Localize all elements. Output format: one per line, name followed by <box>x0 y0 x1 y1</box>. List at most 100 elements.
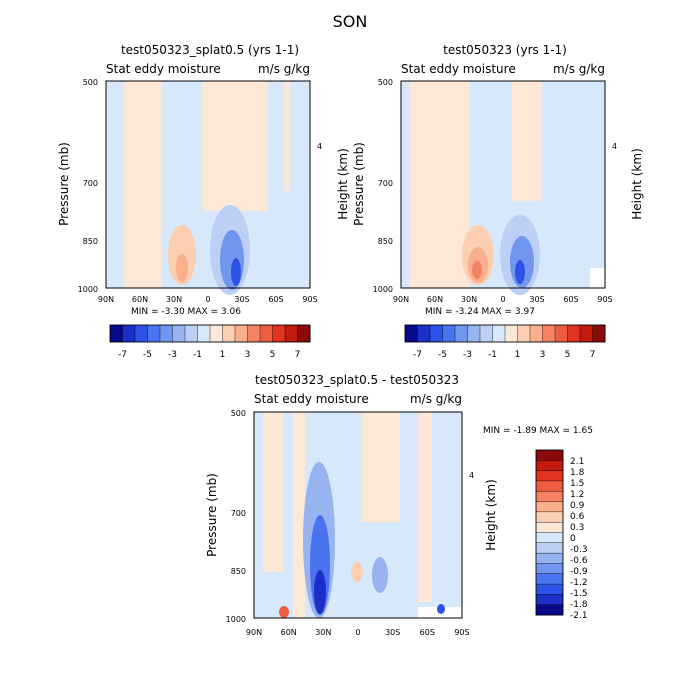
x-tick-label: 60S <box>268 295 283 304</box>
x-tick-label: 90N <box>393 295 409 304</box>
panel-1: test050323_splat0.5 (yrs 1-1) Stat eddy … <box>57 43 350 360</box>
colorbar-label: 7 <box>590 350 596 360</box>
colorbar-swatch <box>109 324 124 343</box>
panel-3-neg-lobe-small <box>372 557 388 593</box>
x-tick-label: 0 <box>205 295 210 304</box>
panel-1-colorbar: -7 -5 -3 -1 1 3 5 7 <box>109 324 311 360</box>
panel-1-frame <box>105 80 311 289</box>
panel-2-subtitle-left: Stat eddy moisture <box>401 62 516 76</box>
panel-1-ylabel-right: Height (km) <box>336 148 350 219</box>
colorbar-swatch <box>535 542 564 554</box>
colorbar-swatch <box>429 324 444 343</box>
colorbar-label: -1.5 <box>570 589 588 599</box>
panel-1-pos-lobe-core <box>176 254 188 282</box>
colorbar-swatch <box>504 324 519 343</box>
x-tick-label: 0 <box>355 628 360 637</box>
panel-1-title: test050323_splat0.5 (yrs 1-1) <box>121 43 299 57</box>
colorbar-label: 5 <box>565 350 571 360</box>
y-tick-label-right: 4 <box>612 142 617 151</box>
colorbar-swatch <box>297 324 311 343</box>
x-tick-label: 60N <box>427 295 443 304</box>
colorbar-label: 3 <box>540 350 546 360</box>
colorbar-swatch <box>535 511 564 523</box>
panel-2-ylabel-right: Height (km) <box>630 148 644 219</box>
panel-1-neg-lobe-core <box>231 258 241 286</box>
panel-3-neg-lobe-core <box>314 570 326 614</box>
colorbar-swatch <box>535 470 564 482</box>
colorbar-label: 1.8 <box>570 468 585 478</box>
colorbar-label: 3 <box>245 350 251 360</box>
colorbar-swatch <box>209 324 224 343</box>
panel-1-min-max: MIN = -3.30 MAX = 3.06 <box>131 307 241 317</box>
colorbar-swatch <box>184 324 199 343</box>
y-tick-label: 700 <box>378 179 393 188</box>
colorbar-label: 1.5 <box>570 479 584 489</box>
colorbar-swatch <box>535 552 564 564</box>
colorbar-swatch <box>535 532 564 544</box>
x-tick-label: 30S <box>529 295 544 304</box>
x-tick-label: 30N <box>315 628 331 637</box>
panel-2-subtitle-right: m/s g/kg <box>553 62 605 76</box>
panel-3-colorbar-swatches <box>535 449 564 616</box>
colorbar-swatch <box>234 324 249 343</box>
x-tick-label: 30N <box>461 295 477 304</box>
colorbar-label: 0.6 <box>570 512 585 522</box>
panel-2-white-corner <box>590 268 605 288</box>
x-tick-label: 60N <box>281 628 297 637</box>
colorbar-label: -5 <box>143 350 152 360</box>
x-tick-label: 60S <box>420 628 435 637</box>
panel-3-neg-spot <box>437 604 445 614</box>
colorbar-swatch <box>222 324 236 343</box>
colorbar-label: 5 <box>270 350 276 360</box>
panel-3-min-max: MIN = -1.89 MAX = 1.65 <box>483 426 593 436</box>
colorbar-swatch <box>492 324 506 343</box>
colorbar-label: -1.8 <box>570 600 588 610</box>
panel-2-pos-lobe-core <box>472 261 482 279</box>
colorbar-swatch <box>535 449 564 461</box>
colorbar-label: 1 <box>515 350 521 360</box>
y-tick-label: 1000 <box>78 285 98 294</box>
colorbar-label: 2.1 <box>570 457 584 467</box>
panel-1-neg-lobe-mid <box>220 230 244 290</box>
x-tick-label: 30S <box>385 628 400 637</box>
colorbar-swatch <box>417 324 431 343</box>
panel-3-ylabel-right: Height (km) <box>484 479 498 550</box>
colorbar-swatch <box>535 573 564 585</box>
y-tick-label: 700 <box>83 179 98 188</box>
panel-1-ylabel: Pressure (mb) <box>57 142 71 226</box>
colorbar-label: -2.1 <box>570 611 588 621</box>
panel-1-colorbar-frame <box>109 324 311 343</box>
panel-3-axes: Pressure (mb) Height (km) 500 700 850 10… <box>205 409 593 637</box>
colorbar-label: -0.6 <box>570 556 588 566</box>
colorbar-swatch <box>517 324 531 343</box>
colorbar-swatch <box>592 324 606 343</box>
panel-1-pos-band-c <box>284 81 290 191</box>
y-tick-label: 500 <box>378 78 393 87</box>
x-tick-label: 60N <box>132 295 148 304</box>
panel-3-title: test050323_splat0.5 - test050323 <box>255 373 459 387</box>
colorbar-label: -7 <box>413 350 422 360</box>
panel-3-field <box>253 411 463 619</box>
colorbar-swatch <box>535 460 564 472</box>
colorbar-label: -3 <box>463 350 472 360</box>
panel-1-axes: Pressure (mb) Height (km) 500 700 850 10… <box>57 78 350 317</box>
colorbar-swatch <box>122 324 136 343</box>
colorbar-label: -7 <box>118 350 127 360</box>
colorbar-swatch <box>579 324 594 343</box>
x-tick-label: 60S <box>563 295 578 304</box>
colorbar-swatch <box>147 324 161 343</box>
x-tick-label: 90S <box>597 295 612 304</box>
panel-1-field <box>105 80 311 295</box>
colorbar-label: 1 <box>220 350 226 360</box>
colorbar-swatch <box>535 563 564 575</box>
colorbar-swatch <box>567 324 581 343</box>
colorbar-swatch <box>442 324 456 343</box>
x-tick-label: 90N <box>246 628 262 637</box>
colorbar-swatch <box>454 324 469 343</box>
panel-3-subtitle-left: Stat eddy moisture <box>254 392 369 406</box>
colorbar-label: -0.9 <box>570 567 588 577</box>
colorbar-label: -1 <box>193 350 202 360</box>
colorbar-label: 0.3 <box>570 523 584 533</box>
panel-1-pos-band-b <box>202 81 268 211</box>
panel-3: test050323_splat0.5 - test050323 Stat ed… <box>205 373 593 637</box>
